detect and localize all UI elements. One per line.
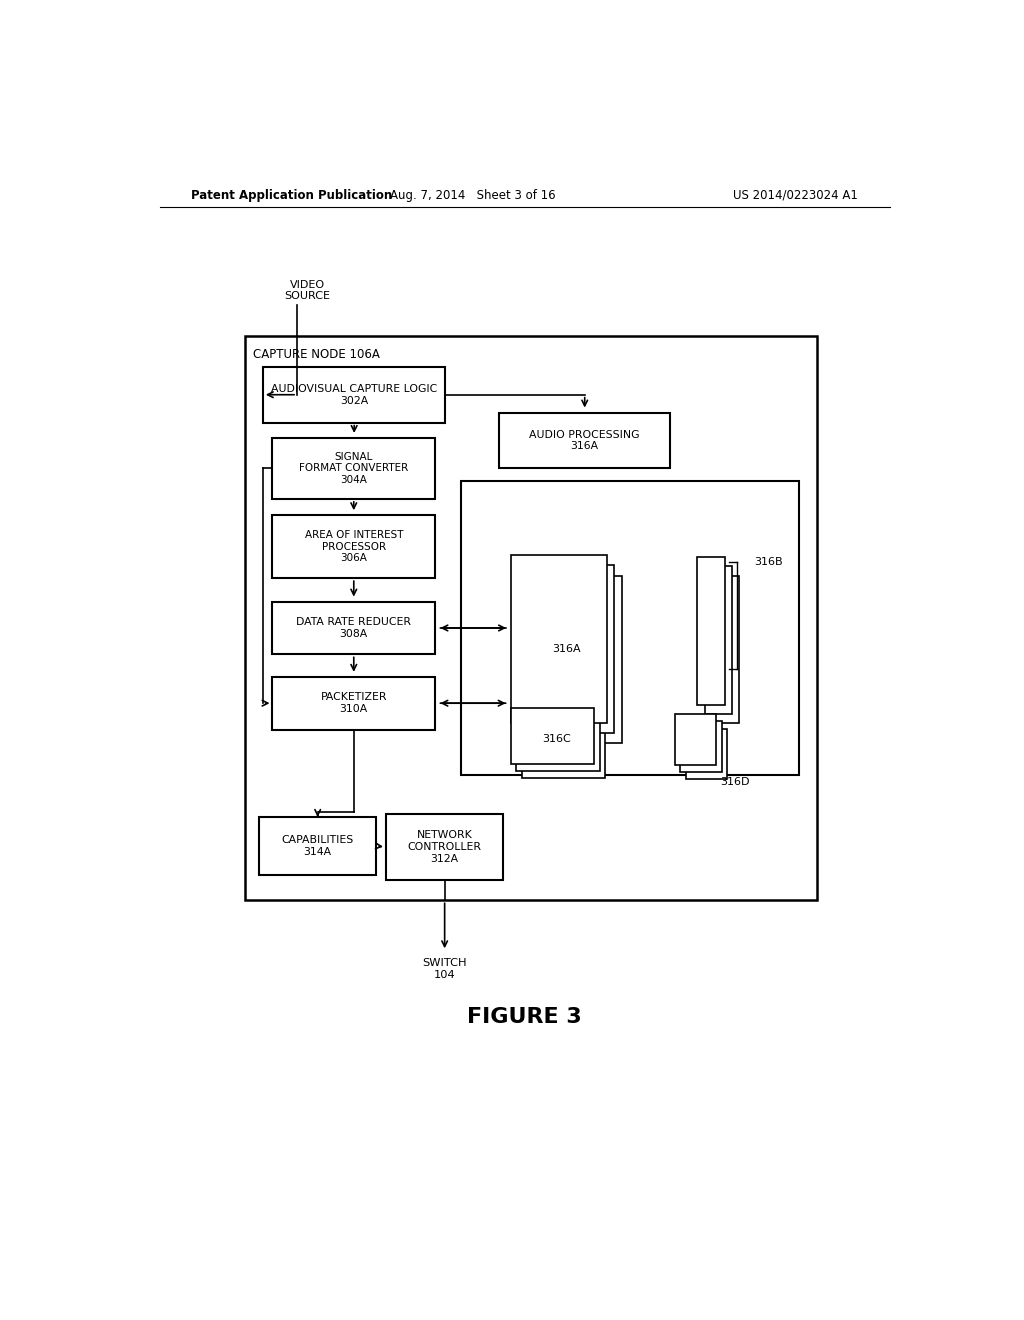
Bar [272,602,435,655]
Text: CAPTURE NODE 106A: CAPTURE NODE 106A [253,348,380,362]
Text: 316A: 316A [553,644,582,655]
Bar [511,556,606,723]
Bar [519,565,614,733]
Text: 316D: 316D [720,777,750,788]
Bar [705,566,732,714]
Bar [461,480,799,775]
Bar [272,438,435,499]
Bar [272,515,435,578]
Text: DATA RATE REDUCER
308A: DATA RATE REDUCER 308A [296,618,412,639]
Bar [263,367,445,422]
Text: 316B: 316B [755,557,783,568]
Bar [272,677,435,730]
Text: SIGNAL
FORMAT CONVERTER
304A: SIGNAL FORMAT CONVERTER 304A [299,451,409,484]
Text: CAPABILITIES
314A: CAPABILITIES 314A [282,836,354,857]
Text: Aug. 7, 2014   Sheet 3 of 16: Aug. 7, 2014 Sheet 3 of 16 [390,189,556,202]
Bar [697,557,725,705]
Text: 316C: 316C [542,734,571,743]
Text: Patent Application Publication: Patent Application Publication [191,189,393,202]
Text: SWITCH
104: SWITCH 104 [422,958,467,979]
Bar [516,715,600,771]
Bar [259,817,377,875]
Text: VIDEO
SOURCE: VIDEO SOURCE [285,280,331,301]
Bar [680,722,722,772]
Bar [500,412,670,469]
Bar [686,729,727,779]
Text: NETWORK
CONTROLLER
312A: NETWORK CONTROLLER 312A [408,830,481,863]
Text: AREA OF INTEREST
PROCESSOR
306A: AREA OF INTEREST PROCESSOR 306A [304,531,403,564]
Bar [246,337,817,900]
Text: FIGURE 3: FIGURE 3 [467,1007,583,1027]
Bar [511,708,594,764]
Text: AUDIO PROCESSING
316A: AUDIO PROCESSING 316A [529,429,640,451]
Text: US 2014/0223024 A1: US 2014/0223024 A1 [733,189,858,202]
Bar [527,576,623,743]
Bar [675,714,716,766]
Text: PACKETIZER
310A: PACKETIZER 310A [321,693,387,714]
Bar [522,722,605,777]
Bar [386,814,504,880]
Bar [712,576,739,723]
Text: AUDIOVISUAL CAPTURE LOGIC
302A: AUDIOVISUAL CAPTURE LOGIC 302A [271,384,437,405]
